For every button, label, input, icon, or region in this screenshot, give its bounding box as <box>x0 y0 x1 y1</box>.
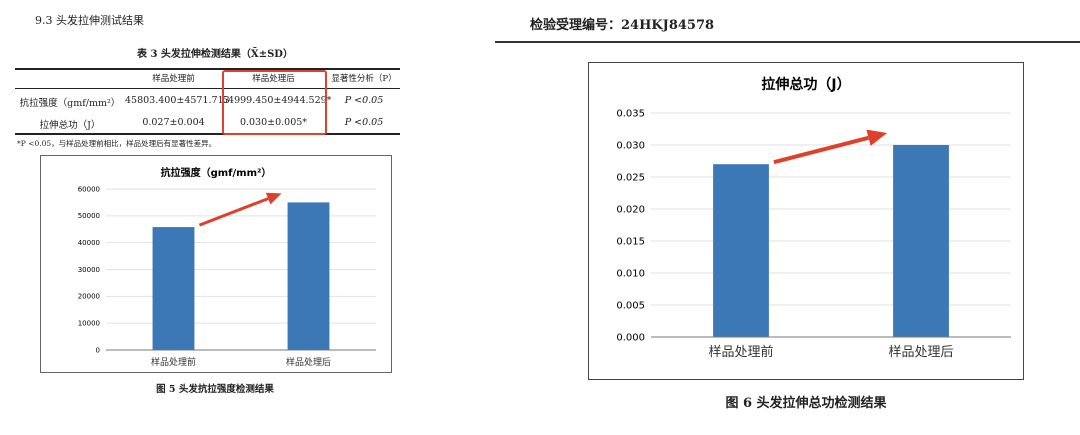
chart-tensile-strength: 抗拉强度（gmf/mm²） 0 10000 20000 30000 40000 50000 6… <box>40 155 392 373</box>
y-tick-label: 10000 <box>78 320 100 328</box>
bar <box>152 227 195 350</box>
table-title: 表 3 头发拉伸检测结果（X̄±SD） <box>137 49 293 60</box>
trend-arrow-head <box>265 192 282 205</box>
y-tick-label: 0.035 <box>616 108 645 119</box>
y-tick-label: 0.010 <box>616 268 645 279</box>
trend-arrow-head <box>866 129 888 146</box>
y-tick-label: 40000 <box>78 239 100 247</box>
figure-5-caption: 图 5 头发抗拉强度检测结果 <box>156 384 274 395</box>
table-cell: P <0.05 <box>344 95 384 106</box>
section-title: 9.3 头发拉伸测试结果 <box>35 14 144 27</box>
table-cell: P <0.05 <box>344 117 384 128</box>
table-cell: 0.030±0.005* <box>239 117 308 128</box>
x-category-label: 样品处理后 <box>286 356 331 368</box>
y-tick-label: 0 <box>96 346 100 354</box>
y-tick-label: 20000 <box>78 293 100 301</box>
y-tick-label: 60000 <box>78 185 100 193</box>
chart-title: 拉伸总功（J） <box>761 76 850 93</box>
y-tick-label: 0.025 <box>616 172 645 183</box>
table-header-rule <box>15 88 400 89</box>
bar <box>713 164 769 337</box>
y-tick-label: 0.030 <box>616 140 645 151</box>
table-cell: 抗拉强度（gmf/mm²） <box>19 98 121 109</box>
table-top-rule <box>15 68 400 70</box>
y-tick-label: 0.000 <box>616 332 645 343</box>
y-tick-label: 0.020 <box>616 204 645 215</box>
table-bottom-rule <box>15 133 400 135</box>
highlight-box <box>222 70 327 135</box>
x-category-label: 样品处理后 <box>888 345 953 360</box>
table-cell: 0.027±0.004 <box>142 117 205 128</box>
y-tick-label: 0.005 <box>616 300 645 311</box>
y-tick-label: 30000 <box>78 266 100 274</box>
x-category-label: 样品处理前 <box>151 356 196 368</box>
trend-arrow-shaft <box>198 197 269 227</box>
trend-arrow-shaft <box>773 135 870 165</box>
table-cell: 54999.450±4944.529* <box>222 95 332 106</box>
report-number: 检验受理编号：24HKJ84578 <box>530 18 715 33</box>
bar <box>287 202 330 350</box>
x-category-label: 样品处理前 <box>708 344 773 360</box>
table-footnote: *P <0.05，与样品处理前相比，样品处理后有显著性差异。 <box>17 139 217 148</box>
table-header-cell: 显著性分析（P） <box>331 74 397 84</box>
bar <box>893 145 949 337</box>
header-rule <box>495 41 1080 43</box>
table-cell: 拉伸总功（J） <box>39 120 101 131</box>
chart-title: 抗拉强度（gmf/mm²） <box>161 166 272 179</box>
table-cell: 45803.400±4571.713 <box>125 95 230 106</box>
chart-tensile-work: 拉伸总功（J） 0.000 0.005 0.010 0.015 0.020 0.025 0.0… <box>588 62 1024 380</box>
table-header-cell: 样品处理后 <box>252 74 295 84</box>
table-header-cell: 样品处理前 <box>152 74 195 84</box>
y-tick-label: 50000 <box>78 212 100 220</box>
figure-6-caption: 图 6 头发拉伸总功检测结果 <box>725 396 887 411</box>
y-tick-label: 0.015 <box>616 236 645 247</box>
